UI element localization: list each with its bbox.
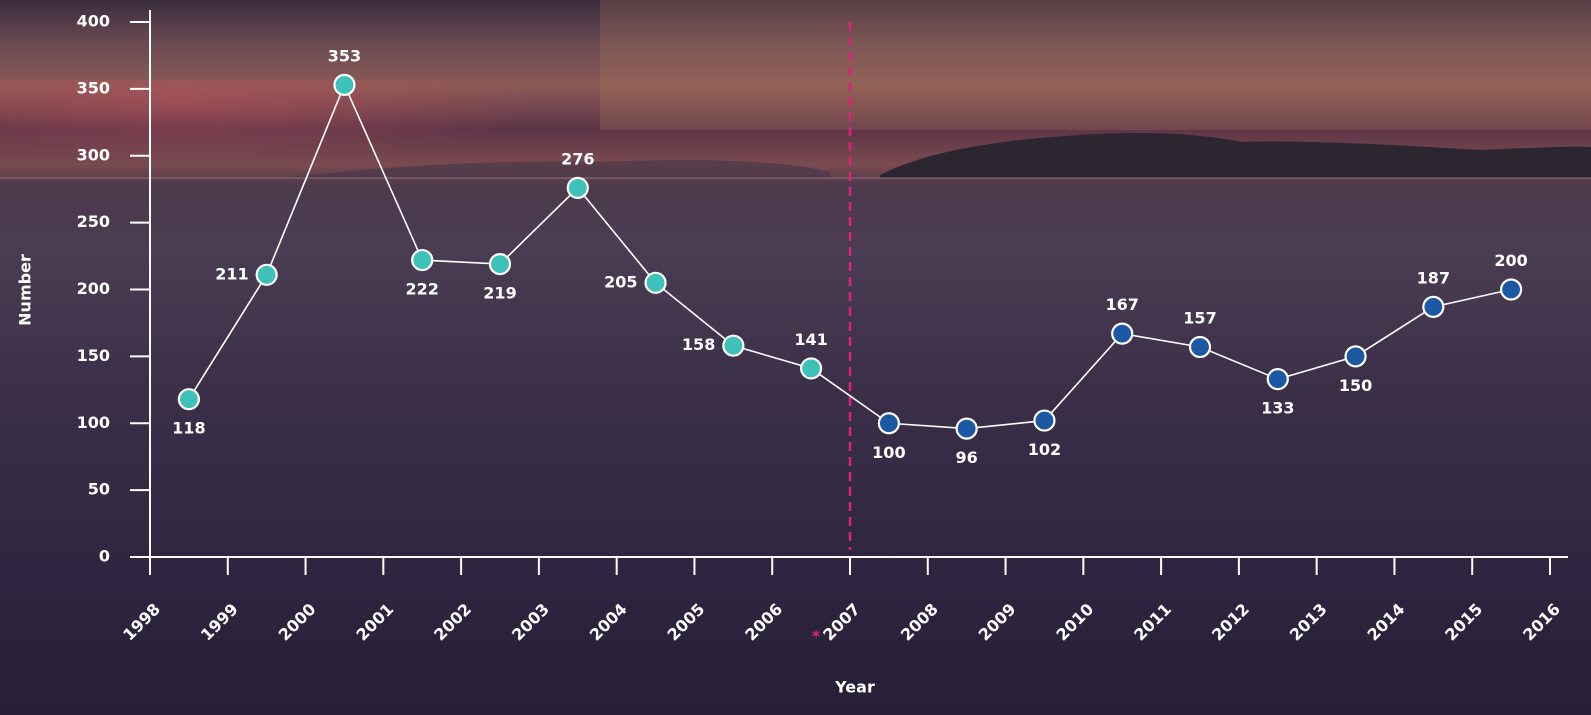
data-label: 167	[1106, 295, 1139, 314]
y-tick-label: 150	[77, 346, 110, 365]
marker-label: *	[812, 627, 821, 646]
data-point	[1423, 297, 1443, 317]
x-tick-label: 2006	[741, 600, 786, 645]
x-axis-label: Year	[834, 678, 875, 697]
data-label: 157	[1183, 309, 1216, 328]
x-tick-label: 2008	[897, 600, 942, 645]
y-tick-label: 400	[77, 12, 110, 31]
data-label: 276	[561, 149, 594, 168]
data-label: 133	[1261, 399, 1294, 418]
x-tick-label: 2004	[586, 600, 631, 645]
island	[880, 133, 1591, 178]
data-point	[1346, 346, 1366, 366]
data-label: 150	[1339, 376, 1372, 395]
y-tick-label: 0	[99, 547, 110, 566]
data-label: 200	[1494, 251, 1527, 270]
x-tick-label: 2013	[1286, 600, 1331, 645]
data-label: 158	[682, 335, 715, 354]
x-tick-label: 2011	[1130, 600, 1175, 645]
data-point	[490, 254, 510, 274]
data-label: 100	[872, 443, 905, 462]
data-point	[646, 273, 666, 293]
data-label: 205	[604, 272, 637, 291]
y-tick-label: 50	[88, 480, 110, 499]
y-axis-label: Number	[16, 254, 35, 326]
x-tick-label: 2003	[508, 600, 553, 645]
data-label: 187	[1417, 268, 1450, 287]
x-tick-label: 2016	[1519, 600, 1564, 645]
data-point	[1034, 411, 1054, 431]
data-point	[257, 265, 277, 285]
y-tick-label: 100	[77, 413, 110, 432]
data-label: 141	[794, 330, 827, 349]
data-point	[334, 75, 354, 95]
x-tick-label: 2012	[1208, 600, 1253, 645]
data-label: 96	[956, 448, 978, 467]
x-tick-label: 2000	[275, 600, 320, 645]
y-tick-label: 200	[77, 279, 110, 298]
x-tick-label: 2014	[1364, 600, 1409, 645]
x-tick-label: 2010	[1052, 600, 1097, 645]
data-label: 353	[328, 46, 361, 65]
data-point	[957, 419, 977, 439]
x-tick-label: 2002	[430, 600, 475, 645]
x-tick-label: 2015	[1441, 600, 1486, 645]
data-label: 219	[483, 284, 516, 303]
page: Year Number 0 50 100 150 200 250 300 350 400 1998…	[0, 0, 1591, 715]
y-tick-label: 300	[77, 145, 110, 164]
data-point	[412, 250, 432, 270]
x-tick-label: 2005	[664, 600, 709, 645]
data-point	[801, 358, 821, 378]
y-tick-label: 250	[77, 212, 110, 231]
data-point	[1112, 324, 1132, 344]
data-label: 211	[215, 264, 248, 283]
data-point	[1501, 280, 1521, 300]
x-tick-label: 2001	[352, 600, 397, 645]
data-point	[179, 389, 199, 409]
x-tick-label: 2009	[975, 600, 1020, 645]
x-tick-label: 2007	[819, 600, 864, 645]
data-point	[1268, 369, 1288, 389]
x-tick-label: 1998	[119, 600, 164, 645]
data-point	[568, 178, 588, 198]
x-tick-label: 1999	[197, 600, 242, 645]
chart: Year Number 0 50 100 150 200 250 300 350 400 1998…	[0, 0, 1591, 715]
sky-light	[600, 0, 1591, 130]
data-point	[723, 336, 743, 356]
data-label: 102	[1028, 440, 1061, 459]
data-label: 118	[172, 419, 205, 438]
data-label: 222	[406, 280, 439, 299]
y-tick-label: 350	[77, 78, 110, 97]
data-point	[879, 413, 899, 433]
data-point	[1190, 337, 1210, 357]
